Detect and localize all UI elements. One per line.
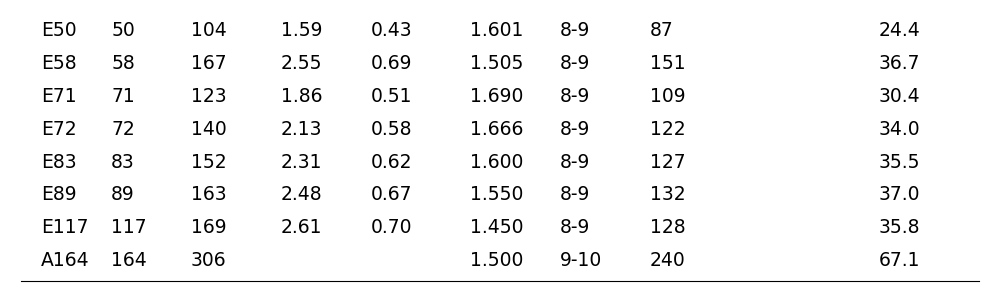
- Text: 8-9: 8-9: [560, 54, 590, 73]
- Text: 167: 167: [191, 54, 226, 73]
- Text: 8-9: 8-9: [560, 185, 590, 204]
- Text: E71: E71: [41, 87, 77, 106]
- Text: 1.601: 1.601: [470, 21, 523, 40]
- Text: E50: E50: [41, 21, 77, 40]
- Text: 72: 72: [111, 120, 135, 139]
- Text: 34.0: 34.0: [879, 120, 921, 139]
- Text: 87: 87: [650, 21, 673, 40]
- Text: 104: 104: [191, 21, 227, 40]
- Text: 35.8: 35.8: [879, 218, 920, 237]
- Text: 132: 132: [650, 185, 685, 204]
- Text: 127: 127: [650, 153, 685, 172]
- Text: 36.7: 36.7: [879, 54, 920, 73]
- Text: 37.0: 37.0: [879, 185, 920, 204]
- Text: 117: 117: [111, 218, 147, 237]
- Text: 0.67: 0.67: [370, 185, 412, 204]
- Text: 164: 164: [111, 251, 147, 270]
- Text: 0.51: 0.51: [370, 87, 412, 106]
- Text: 1.500: 1.500: [470, 251, 523, 270]
- Text: 151: 151: [650, 54, 685, 73]
- Text: 67.1: 67.1: [879, 251, 920, 270]
- Text: 35.5: 35.5: [879, 153, 920, 172]
- Text: 8-9: 8-9: [560, 218, 590, 237]
- Text: E117: E117: [41, 218, 89, 237]
- Text: 2.61: 2.61: [281, 218, 322, 237]
- Text: 163: 163: [191, 185, 226, 204]
- Text: 0.70: 0.70: [370, 218, 412, 237]
- Text: 128: 128: [650, 218, 685, 237]
- Text: 24.4: 24.4: [879, 21, 921, 40]
- Text: 89: 89: [111, 185, 135, 204]
- Text: 1.86: 1.86: [281, 87, 322, 106]
- Text: E89: E89: [41, 185, 77, 204]
- Text: A164: A164: [41, 251, 90, 270]
- Text: 1.450: 1.450: [470, 218, 524, 237]
- Text: 152: 152: [191, 153, 226, 172]
- Text: 1.600: 1.600: [470, 153, 523, 172]
- Text: 2.13: 2.13: [281, 120, 322, 139]
- Text: 8-9: 8-9: [560, 153, 590, 172]
- Text: 1.505: 1.505: [470, 54, 523, 73]
- Text: 8-9: 8-9: [560, 87, 590, 106]
- Text: 109: 109: [650, 87, 685, 106]
- Text: 1.59: 1.59: [281, 21, 322, 40]
- Text: 306: 306: [191, 251, 226, 270]
- Text: 83: 83: [111, 153, 135, 172]
- Text: 0.43: 0.43: [370, 21, 412, 40]
- Text: 169: 169: [191, 218, 226, 237]
- Text: 8-9: 8-9: [560, 120, 590, 139]
- Text: 1.666: 1.666: [470, 120, 523, 139]
- Text: 1.550: 1.550: [470, 185, 523, 204]
- Text: 1.690: 1.690: [470, 87, 523, 106]
- Text: 8-9: 8-9: [560, 21, 590, 40]
- Text: 122: 122: [650, 120, 685, 139]
- Text: 2.31: 2.31: [281, 153, 322, 172]
- Text: 0.62: 0.62: [370, 153, 412, 172]
- Text: E72: E72: [41, 120, 77, 139]
- Text: 123: 123: [191, 87, 226, 106]
- Text: 140: 140: [191, 120, 227, 139]
- Text: 9-10: 9-10: [560, 251, 602, 270]
- Text: 240: 240: [650, 251, 685, 270]
- Text: 2.48: 2.48: [281, 185, 322, 204]
- Text: 0.69: 0.69: [370, 54, 412, 73]
- Text: 0.58: 0.58: [370, 120, 412, 139]
- Text: 2.55: 2.55: [281, 54, 322, 73]
- Text: 50: 50: [111, 21, 135, 40]
- Text: 30.4: 30.4: [879, 87, 921, 106]
- Text: E58: E58: [41, 54, 77, 73]
- Text: 58: 58: [111, 54, 135, 73]
- Text: 71: 71: [111, 87, 135, 106]
- Text: E83: E83: [41, 153, 77, 172]
